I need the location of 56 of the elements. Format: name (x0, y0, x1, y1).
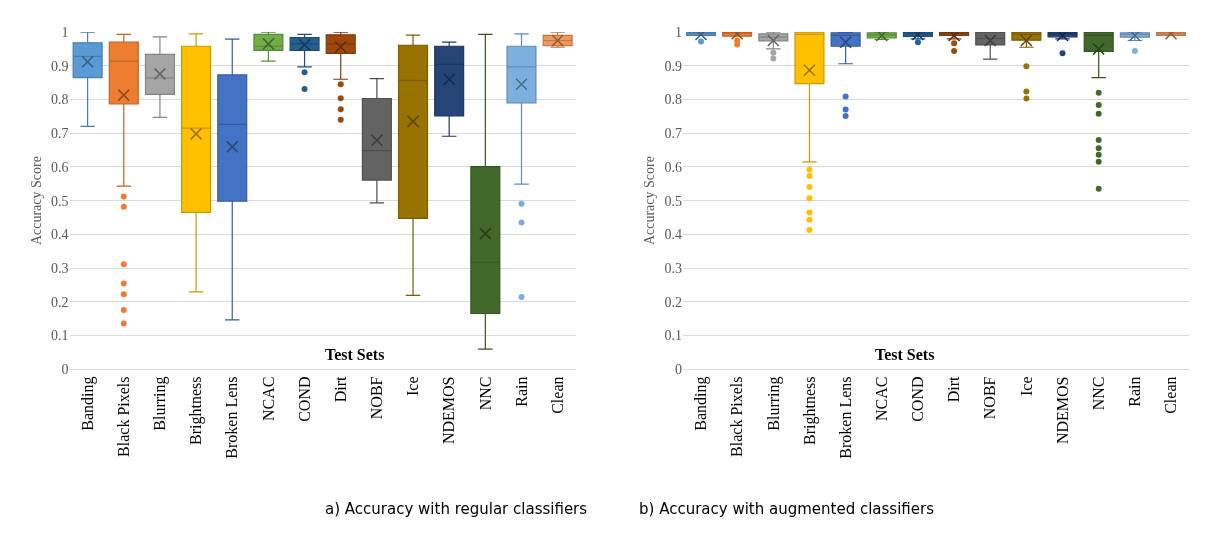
y-tick-label: 0.5 (51, 193, 69, 209)
x-tick-label: NCAC (259, 376, 277, 421)
x-tick-label: Broken Lens (836, 376, 854, 459)
x-tick-label: Rain (512, 376, 530, 407)
text: b) Accuracy with augmented classifiers (639, 500, 935, 518)
y-tick-label: 0.2 (51, 294, 69, 310)
x-tick-label: Banding (692, 376, 711, 431)
x-tick-label: NDEMOS (440, 376, 458, 445)
x-tick-label: Rain (1126, 376, 1144, 407)
x-tick-label: Banding (78, 376, 97, 431)
y-tick-label: 0.4 (664, 227, 682, 243)
x-tick-label: Blurring (151, 376, 170, 431)
x-axis-title: Test Sets (325, 346, 385, 363)
x-tick-label: Black Pixels (728, 376, 746, 457)
y-tick-label: 0 (674, 362, 682, 377)
x-tick-label: Dirt (331, 375, 349, 403)
x-tick-label: Clean (548, 376, 566, 414)
text: a) Accuracy with regular classifiers (325, 500, 588, 518)
y-tick-label: 0.7 (664, 126, 682, 142)
x-tick-label: COND (295, 376, 313, 422)
x-tick-label: Brightness (187, 376, 206, 445)
x-tick-label: Black Pixels (114, 376, 132, 457)
x-tick-label: NOBF (981, 376, 999, 420)
y-tick-label: 1 (61, 24, 69, 40)
y-tick-label: 0.3 (664, 260, 682, 276)
x-tick-label: NNC (476, 376, 494, 411)
y-tick-label: 0.5 (664, 193, 682, 209)
y-tick-label: 1 (674, 24, 682, 40)
y-tick-label: 0.8 (664, 92, 682, 108)
y-tick-label: 0.3 (51, 260, 69, 276)
x-tick-label: Clean (1162, 376, 1180, 414)
x-axis-title: Test Sets (875, 346, 935, 363)
y-tick-label: 0.9 (51, 58, 69, 74)
x-tick-label: NOBF (368, 376, 386, 420)
x-tick-label: Brightness (800, 376, 819, 445)
x-tick-label: Ice (1017, 376, 1035, 397)
x-tick-label: Ice (404, 376, 422, 397)
x-tick-label: Broken Lens (223, 376, 241, 459)
y-tick-label: 0.7 (51, 126, 69, 142)
y-tick-label: 0.1 (664, 328, 682, 344)
y-axis-title: Accuracy Score (28, 156, 44, 246)
x-tick-label: NDEMOS (1053, 376, 1071, 445)
y-tick-label: 0.6 (51, 159, 69, 175)
x-tick-label: Blurring (764, 376, 783, 431)
y-tick-label: 0 (61, 362, 69, 377)
y-axis-title: Accuracy Score (642, 156, 658, 246)
x-tick-label: NNC (1089, 376, 1107, 411)
x-tick-label: COND (909, 376, 927, 422)
y-tick-label: 0.4 (51, 227, 69, 243)
x-tick-label: NCAC (872, 376, 890, 421)
y-tick-label: 0.2 (664, 294, 682, 310)
y-tick-label: 0.6 (664, 159, 682, 175)
x-tick-label: Dirt (945, 375, 963, 403)
y-tick-label: 0.9 (664, 58, 682, 74)
y-tick-label: 0.1 (51, 328, 69, 344)
y-tick-label: 0.8 (51, 92, 69, 108)
